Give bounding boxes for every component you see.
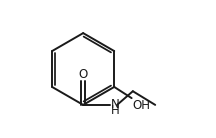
Text: OH: OH [132, 99, 150, 112]
Text: O: O [79, 68, 88, 81]
Text: H: H [111, 104, 120, 117]
Text: N: N [111, 98, 120, 111]
